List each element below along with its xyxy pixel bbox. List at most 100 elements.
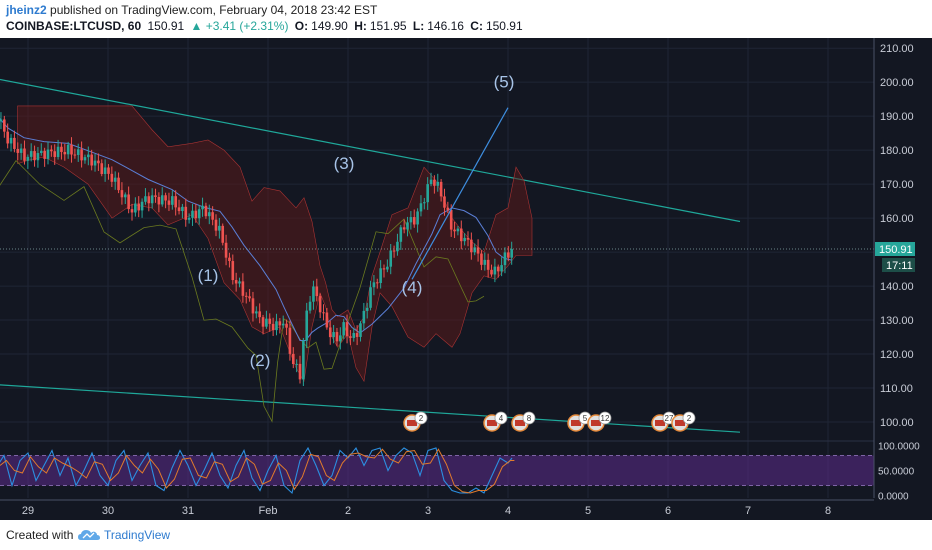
candle-body — [244, 295, 248, 297]
candle-body — [396, 241, 399, 252]
candle-body — [197, 209, 201, 219]
channel-lower-line — [0, 384, 741, 433]
time-tick-label: 5 — [585, 505, 591, 517]
candle-body — [204, 205, 208, 217]
candle-body — [26, 156, 30, 161]
candle-body — [443, 196, 446, 208]
candle-body — [238, 281, 241, 284]
tradingview-link[interactable]: TradingView — [104, 528, 171, 542]
wave-label-1: (1) — [198, 266, 219, 285]
time-tick-label: 2 — [345, 505, 351, 517]
candle-body — [446, 207, 450, 210]
badge-count-bubble — [414, 411, 428, 425]
time-tick-label: 29 — [22, 505, 34, 517]
countdown-tag-text: 17:11 — [886, 260, 913, 272]
candle-body — [16, 148, 20, 153]
badge-count-bubble — [682, 411, 696, 425]
time-tick-label: 31 — [182, 505, 194, 517]
candle-body — [392, 250, 396, 252]
candle-body — [171, 196, 174, 205]
price-tick-label: 120.00 — [880, 349, 914, 361]
candle-body — [419, 203, 423, 212]
candle-body — [53, 151, 57, 157]
candle-body — [147, 196, 151, 204]
chart-area[interactable]: (1) (2) (3) (4) (5) 2 4 8 5 12 27 2 210.00 200.00 190.… — [0, 38, 932, 520]
candle-body — [470, 239, 473, 253]
candle-body — [389, 250, 393, 267]
stochastic-tick-label: 50.0000 — [878, 467, 915, 478]
candle-body — [39, 150, 43, 154]
candle-body — [117, 177, 120, 191]
candle-body — [50, 149, 53, 152]
candle-body — [130, 209, 134, 213]
candle-body — [496, 266, 500, 272]
candle-body — [412, 217, 416, 225]
candle-body — [9, 137, 13, 144]
candle-body — [281, 323, 285, 326]
candle-body — [73, 154, 77, 156]
candle-body — [83, 157, 87, 161]
candle-body — [255, 311, 258, 314]
stochastic-d-line — [0, 448, 515, 494]
wave-label-5: (5) — [494, 72, 515, 91]
candle-body — [459, 228, 463, 242]
candle-body — [402, 227, 406, 230]
candle-body — [228, 257, 231, 262]
candle-body — [134, 203, 137, 213]
candle-body — [177, 207, 181, 212]
candle-body — [231, 261, 235, 281]
candle-body — [268, 318, 272, 324]
candle-body — [456, 228, 460, 232]
candle-body — [60, 146, 63, 152]
candle-body — [278, 321, 282, 326]
candle-body — [342, 322, 345, 336]
candle-body — [157, 196, 161, 205]
candle-body — [345, 322, 349, 337]
price-chart[interactable]: (1)(2)(3)(4)(5)2 4 8 5 12 27 2210.00200.00190.… — [0, 38, 932, 520]
candle-body — [251, 298, 255, 314]
price-tick-label: 110.00 — [880, 383, 913, 395]
author-link[interactable]: jheinz2 — [6, 3, 47, 17]
low-label: L: — [412, 19, 425, 33]
candle-body — [100, 163, 104, 174]
candle-body — [258, 311, 261, 318]
candle-body — [449, 209, 453, 230]
flag-stripe-icon — [487, 420, 497, 426]
candle-body — [332, 332, 335, 338]
wave-label-3: (3) — [334, 154, 355, 173]
flag-stripe-icon — [675, 420, 685, 426]
stochastic-band — [0, 455, 874, 486]
candle-body — [224, 242, 228, 258]
candle-body — [0, 119, 3, 122]
candle-body — [187, 217, 191, 220]
candle-body — [66, 144, 70, 155]
time-tick-label: 6 — [665, 505, 671, 517]
stochastic-k-line — [0, 446, 513, 495]
tradingview-cloud-icon — [78, 530, 100, 540]
candle-body — [144, 196, 147, 202]
candle-body — [352, 333, 356, 338]
time-tick-label: 7 — [745, 505, 751, 517]
candle-body — [63, 151, 67, 155]
candle-body — [207, 212, 211, 217]
time-tick-label: Feb — [259, 505, 278, 517]
candle-body — [76, 149, 80, 155]
price-tick-label: 210.00 — [880, 43, 914, 55]
candle-body — [241, 281, 245, 296]
price-axis — [874, 38, 932, 520]
footer: Created with TradingView — [0, 520, 932, 550]
chart-header: jheinz2 published on TradingView.com, Fe… — [0, 0, 932, 38]
symbol-label[interactable]: COINBASE:LTCUSD, 60 — [6, 19, 142, 33]
candle-body — [191, 210, 194, 218]
candle-body — [372, 282, 376, 288]
badge-count: 5 — [583, 414, 588, 423]
badge-count-bubble — [522, 411, 536, 425]
candle-body — [194, 210, 198, 219]
badge-count-bubble — [494, 411, 508, 425]
candle-body — [298, 363, 302, 380]
candle-body — [90, 154, 93, 166]
candle-body — [369, 287, 372, 308]
high-label: H: — [354, 19, 367, 33]
time-tick-label: 8 — [825, 505, 831, 517]
candle-body — [248, 296, 251, 299]
